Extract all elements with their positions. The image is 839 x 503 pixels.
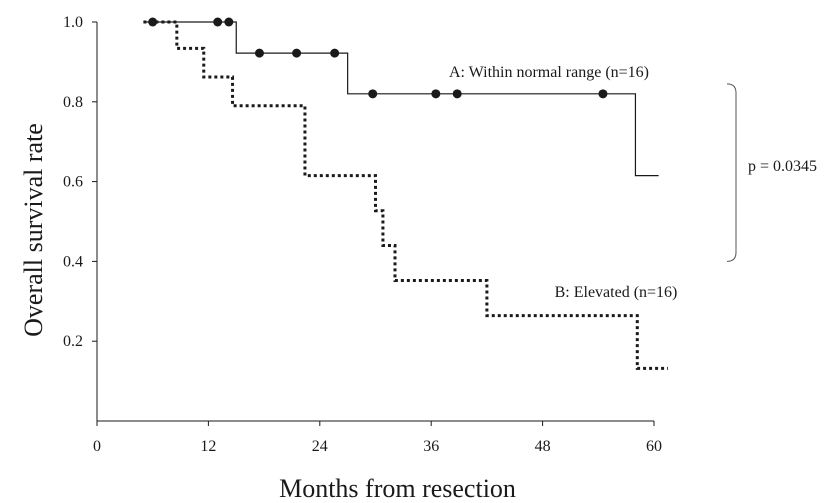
- axes-group: [96, 22, 654, 422]
- censor-marker: [292, 48, 302, 58]
- x-tick-label: 0: [93, 438, 101, 455]
- x-axis-title: Months from resection: [279, 474, 516, 503]
- series-a-label: A: Within normal range (n=16): [449, 64, 649, 81]
- p-value-label: p = 0.0345: [748, 158, 817, 175]
- y-tick-label: 0.6: [63, 174, 83, 191]
- x-tick-label: 12: [200, 438, 216, 455]
- y-tick-label: 1.0: [63, 14, 83, 31]
- series-a-line: [143, 21, 659, 177]
- censor-marker: [452, 89, 462, 99]
- pvalue-bracket-group: [726, 83, 737, 262]
- series-b-label: B: Elevated (n=16): [555, 284, 678, 301]
- x-tick-label: 36: [423, 438, 439, 455]
- censor-marker: [213, 17, 223, 27]
- series-layer: [143, 17, 668, 370]
- y-tick-label: 0.8: [63, 94, 83, 111]
- x-tick-label: 60: [646, 438, 662, 455]
- y-ticks: 0.2 0.4 0.6 0.8 1.0: [63, 14, 97, 350]
- y-tick-label: 0.2: [63, 333, 83, 350]
- x-tick-label: 48: [535, 438, 551, 455]
- x-ticks: 0 12 24 36 48 60: [93, 421, 662, 455]
- censor-marker: [368, 89, 378, 99]
- y-tick-label: 0.4: [63, 253, 83, 270]
- censor-marker: [148, 17, 158, 27]
- censor-marker: [330, 48, 340, 58]
- y-axis-title: Overall survival rate: [19, 123, 48, 337]
- p-value-bracket: [726, 83, 737, 262]
- series-b-line: [143, 20, 668, 370]
- censor-marker: [598, 89, 608, 99]
- x-tick-label: 24: [312, 438, 328, 455]
- censor-marker: [254, 48, 264, 58]
- censor-marker: [431, 89, 441, 99]
- censor-marker: [224, 17, 234, 27]
